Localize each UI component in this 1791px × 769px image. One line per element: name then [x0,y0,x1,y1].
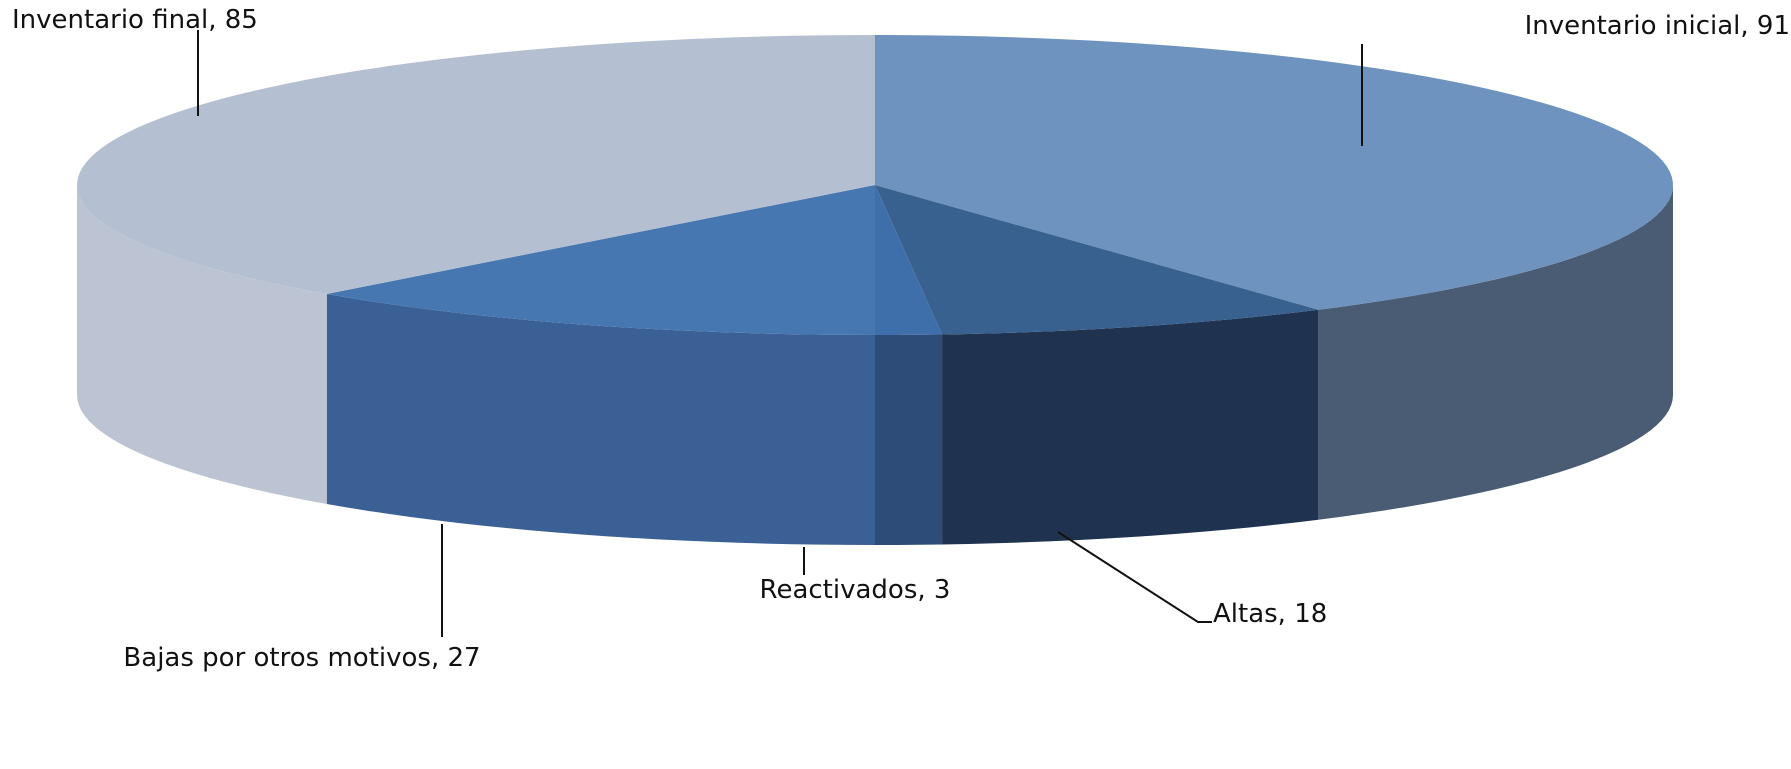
label-reactivados: Reactivados, 3 [760,575,951,605]
side-inventario-inicial [1318,185,1673,520]
label-inventario-inicial: Inventario inicial, 91 [1525,11,1790,41]
side-altas [942,309,1319,545]
slice-reactivados [875,185,943,335]
pie-sides [77,185,1673,545]
side-reactivados [875,334,943,545]
slice-inventario-final [77,35,876,294]
label-bajas-por-otros-motivos: Bajas por otros motivos, 27 [123,643,480,673]
pie-tops [77,35,1673,335]
label-altas: Altas, 18 [1213,599,1327,629]
slice-altas [875,185,1319,335]
side-inventario-final [77,185,327,504]
pie-labels: Inventario inicial, 91 Altas, 18 Reactivad… [12,5,1790,673]
side-bajas-por-otros-motivos [326,293,875,545]
slice-inventario-inicial [875,35,1673,310]
label-inventario-final: Inventario final, 85 [12,5,258,35]
leader-altas [1057,531,1212,623]
slice-bajas-por-otros-motivos [326,185,875,335]
